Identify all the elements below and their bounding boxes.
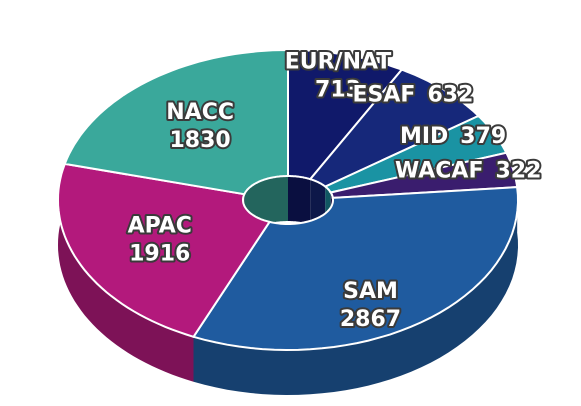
slice-value: 2867 <box>340 307 401 332</box>
slice-value: 1916 <box>129 242 190 267</box>
slice-name: MID <box>400 124 448 149</box>
slice-label: ESAF 632 <box>353 82 474 107</box>
slice-value: 322 <box>496 158 542 183</box>
slice-value: 713 <box>315 78 361 103</box>
slice <box>63 48 289 196</box>
slice-name: NACC <box>166 100 234 125</box>
slice-value: 379 <box>460 124 506 149</box>
slice-side <box>58 163 194 382</box>
slice-inner-side <box>288 176 311 225</box>
slice-value: 632 <box>427 82 473 107</box>
slice-name: EUR/NAT <box>285 50 392 75</box>
slice-label: WACAF 322 <box>395 158 541 183</box>
slice-side <box>193 187 518 395</box>
slice-name: SAM <box>343 279 398 304</box>
slice-name: ESAF <box>353 82 416 107</box>
slice-name: APAC <box>128 214 192 239</box>
slice-label: MID 379 <box>400 124 506 149</box>
slice-name: WACAF <box>395 158 484 183</box>
slice-value: 1830 <box>170 128 231 153</box>
